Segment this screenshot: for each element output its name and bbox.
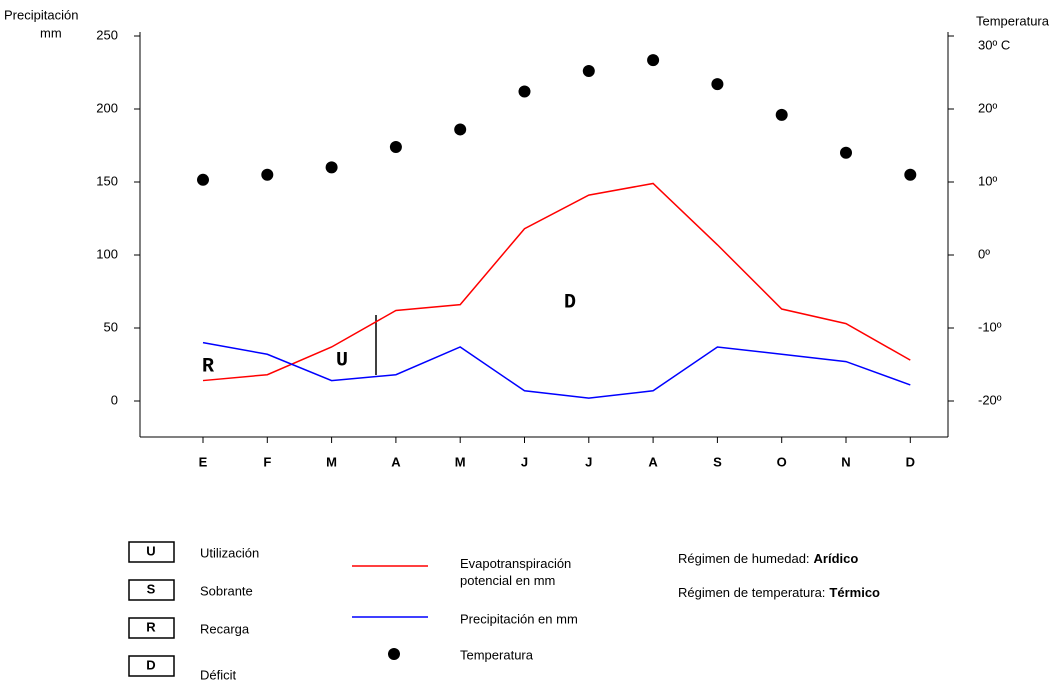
regime: Régimen de temperatura: Térmico xyxy=(678,585,880,600)
x-tick-label: M xyxy=(326,454,337,469)
x-tick-label: N xyxy=(841,454,850,469)
temperature-dot xyxy=(325,161,338,174)
legend-label: Evapotranspiración potencial en mm xyxy=(460,556,572,588)
x-tick-label: F xyxy=(263,454,271,469)
code-letter: R xyxy=(146,619,156,634)
x-tick-label: E xyxy=(199,454,208,469)
code-label: Recarga xyxy=(200,621,250,636)
y-tick-label: 200 xyxy=(96,100,118,115)
annotation: U xyxy=(336,349,348,372)
series-line xyxy=(202,182,911,382)
temperature-dot xyxy=(261,168,274,181)
y-tick-label: 100 xyxy=(96,246,118,261)
legend-label: Temperatura xyxy=(460,647,534,662)
temperature-dot xyxy=(840,146,852,159)
annotation: D xyxy=(564,291,576,314)
legend-label: Precipitación en mm xyxy=(460,611,578,626)
y-tick-label: 50 xyxy=(104,319,118,334)
x-tick-label: O xyxy=(777,454,787,469)
temperature-dot xyxy=(389,140,402,153)
y-tick-label: 0 xyxy=(111,392,118,407)
regime: Régimen de humedad: Arídico xyxy=(678,551,858,566)
x-tick-label: J xyxy=(521,454,528,469)
temperature-dot xyxy=(904,168,917,181)
temperature-dot xyxy=(454,123,467,136)
temperature-dot xyxy=(582,65,595,78)
y2-tick-label: 20º xyxy=(978,100,997,115)
y2-tick-label: 10º xyxy=(978,173,997,188)
x-tick-label: J xyxy=(585,454,592,469)
series-line xyxy=(202,341,911,399)
regime-value: Arídico xyxy=(814,551,859,566)
y-axis-title: Precipitación xyxy=(4,7,78,22)
code-box xyxy=(128,579,175,601)
x-tick-label: M xyxy=(455,454,466,469)
x-tick-label: D xyxy=(906,454,915,469)
code-label: Déficit xyxy=(200,667,237,682)
y2-tick-label: -10º xyxy=(978,319,1002,334)
legend-swatch xyxy=(388,648,400,660)
y-tick-label: 250 xyxy=(96,27,118,42)
y-tick-label: 150 xyxy=(96,173,118,188)
code-label: Sobrante xyxy=(200,583,253,598)
code-box xyxy=(128,541,175,563)
y2-tick-label: 0º xyxy=(978,246,990,261)
code-box xyxy=(128,655,175,677)
regime-value: Térmico xyxy=(829,585,880,600)
temperature-dot xyxy=(197,173,209,186)
code-label: Utilización xyxy=(200,545,259,560)
temperature-dot xyxy=(647,54,660,67)
regime-label: Régimen de humedad: xyxy=(678,551,810,566)
y2-tick-label: 30º C xyxy=(978,37,1010,52)
code-letter: U xyxy=(146,543,155,558)
y2-axis-title: Temperatura xyxy=(976,13,1050,28)
temperature-dot xyxy=(518,85,531,98)
y2-tick-label: -20º xyxy=(978,392,1002,407)
x-tick-label: S xyxy=(713,454,722,469)
code-box xyxy=(128,617,175,639)
temperature-dot xyxy=(775,108,788,121)
y-axis-unit: mm xyxy=(40,25,62,40)
temperature-dot xyxy=(711,78,724,91)
code-letter: D xyxy=(146,657,155,672)
regime-label: Régimen de temperatura: xyxy=(678,585,825,600)
x-tick-label: A xyxy=(391,454,401,469)
code-letter: S xyxy=(147,581,156,596)
annotation: R xyxy=(202,355,214,378)
x-tick-label: A xyxy=(648,454,658,469)
